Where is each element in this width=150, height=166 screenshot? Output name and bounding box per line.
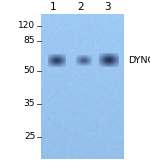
Text: 35: 35 — [24, 99, 35, 108]
Text: 120: 120 — [18, 21, 35, 30]
Text: DYNC1I2: DYNC1I2 — [128, 56, 150, 65]
Text: 1: 1 — [50, 2, 57, 12]
Text: 2: 2 — [77, 2, 84, 12]
Text: 3: 3 — [104, 2, 111, 12]
Text: 50: 50 — [24, 66, 35, 75]
Text: 85: 85 — [24, 36, 35, 45]
Text: 25: 25 — [24, 132, 35, 141]
